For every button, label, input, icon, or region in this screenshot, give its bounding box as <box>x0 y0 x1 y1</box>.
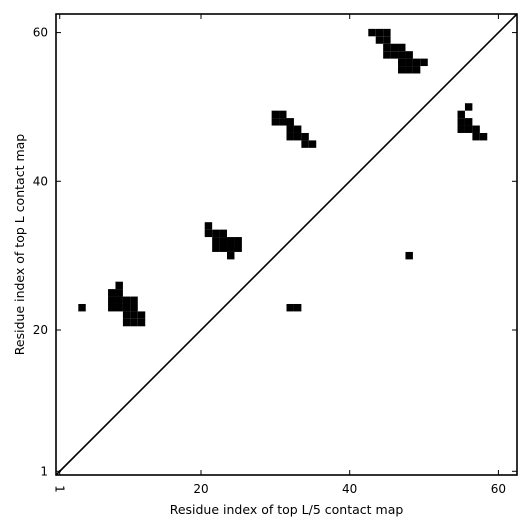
contact-cell-upper <box>398 66 406 74</box>
contact-cell-upper <box>108 303 116 312</box>
contact-cell-upper <box>212 237 220 245</box>
contact-cell-upper <box>420 58 428 67</box>
contact-cell-upper <box>204 229 213 238</box>
contact-cell-upper <box>464 125 473 133</box>
contact-cell-upper <box>219 237 228 245</box>
diagonal-line <box>55 13 518 476</box>
contact-cell-upper <box>115 289 123 297</box>
contact-cell-upper <box>457 110 465 119</box>
contact-cell-lower <box>405 251 413 260</box>
x-tick-label: 40 <box>342 482 357 496</box>
contact-cell-upper <box>398 58 406 67</box>
contact-cell-upper <box>390 51 399 59</box>
contact-cell-upper <box>472 132 480 141</box>
x-tick-label: 1 <box>53 485 67 493</box>
contact-cell-upper <box>227 251 235 260</box>
contact-cell-upper <box>464 103 473 111</box>
contact-cell-upper <box>479 132 488 141</box>
y-tick-label: 60 <box>33 26 48 40</box>
lower-triangle-contacts <box>78 251 413 312</box>
contact-cell-upper <box>130 303 138 312</box>
contact-cell-upper <box>412 58 421 67</box>
y-axis-ticks: 1 20 40 60 <box>33 26 517 478</box>
contact-cell-upper <box>293 125 302 133</box>
contact-cell-upper <box>368 28 376 37</box>
contact-cell-upper <box>227 244 235 252</box>
contact-cell-upper <box>301 140 309 148</box>
contact-cell-upper <box>137 318 146 327</box>
contact-cell-upper <box>375 28 384 37</box>
contact-cell-upper <box>383 43 391 52</box>
contact-cell-upper <box>212 229 220 238</box>
contact-cell-upper <box>130 318 138 327</box>
x-axis-label: Residue index of top L/5 contact map <box>170 502 404 517</box>
contact-cell-upper <box>405 66 413 74</box>
contact-cell-upper <box>293 132 302 141</box>
contact-cell-upper <box>383 36 391 44</box>
contact-cell-upper <box>383 51 391 59</box>
contact-cell-upper <box>457 118 465 126</box>
x-tick-label: 60 <box>491 482 506 496</box>
contact-cell-upper <box>412 66 421 74</box>
contact-cell-upper <box>108 289 116 297</box>
contact-cell-upper <box>405 58 413 67</box>
contact-cell-upper <box>227 237 235 245</box>
contact-cell-upper <box>279 118 287 126</box>
contact-cell-upper <box>234 237 242 245</box>
contact-cell-upper <box>464 118 473 126</box>
contact-cell-upper <box>375 36 384 44</box>
plot-frame <box>55 13 518 476</box>
contact-cell-upper <box>271 110 280 119</box>
contact-cell-upper <box>308 140 317 148</box>
y-tick-label: 1 <box>40 464 48 478</box>
x-tick-label: 20 <box>193 482 208 496</box>
contact-cell-upper <box>472 125 480 133</box>
contact-cell-lower <box>78 303 86 312</box>
contact-cell-lower <box>286 303 294 312</box>
contact-cell-upper <box>204 222 213 230</box>
contact-cell-upper <box>286 132 294 141</box>
contact-cell-upper <box>122 311 131 319</box>
contact-cell-upper <box>130 296 138 304</box>
contact-cell-upper <box>286 125 294 133</box>
contact-cell-upper <box>219 244 228 252</box>
contact-cell-upper <box>115 296 123 304</box>
contact-cell-upper <box>286 118 294 126</box>
contact-cell-upper <box>398 43 406 52</box>
contact-cell-upper <box>405 51 413 59</box>
contact-cell-upper <box>115 281 123 290</box>
contact-cell-upper <box>122 318 131 327</box>
contact-cell-upper <box>234 244 242 252</box>
contact-cell-lower <box>293 303 302 312</box>
contact-cell-upper <box>279 110 287 119</box>
x-axis-ticks: 1 20 40 60 <box>53 14 506 496</box>
contact-cell-upper <box>122 303 131 312</box>
contact-cell-upper <box>457 125 465 133</box>
contact-cell-upper <box>115 303 123 312</box>
contact-cell-upper <box>390 43 399 52</box>
contact-cell-upper <box>219 229 228 238</box>
contact-cell-upper <box>137 311 146 319</box>
contact-cell-upper <box>301 132 309 141</box>
contact-cell-upper <box>383 28 391 37</box>
y-axis-label: Residue index of top L contact map <box>12 134 27 355</box>
y-tick-label: 20 <box>33 323 48 337</box>
contact-cell-upper <box>122 296 131 304</box>
contact-cell-upper <box>130 311 138 319</box>
contact-cell-upper <box>108 296 116 304</box>
y-tick-label: 40 <box>33 174 48 188</box>
upper-triangle-contacts <box>108 28 488 327</box>
contact-cell-upper <box>212 244 220 252</box>
contact-cell-upper <box>398 51 406 59</box>
contact-cell-upper <box>271 118 280 126</box>
